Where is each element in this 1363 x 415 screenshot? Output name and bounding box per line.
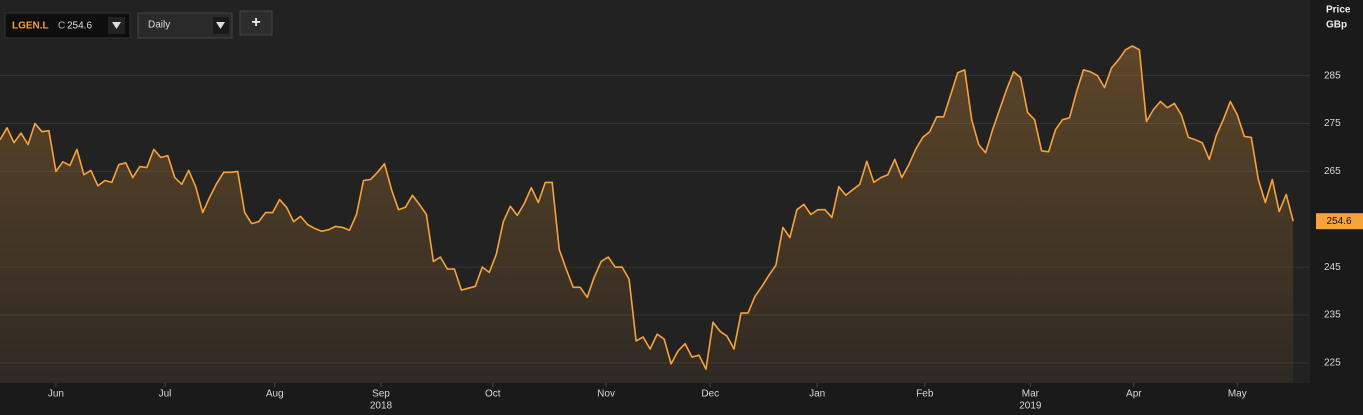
last-value-box [1316, 213, 1363, 230]
close-value: 254.6 [67, 21, 92, 32]
interval: Daily [148, 20, 170, 31]
axes: 225 235 245 265 275 285 Jun Jul Aug Sep Oct Nov Dec J… [48, 70, 1363, 412]
x-tick-label: Oct [485, 389, 501, 400]
y-axis-label: Price [1326, 5, 1351, 16]
y-axis-panel [1310, 0, 1363, 415]
y-tick-label: 245 [1324, 262, 1341, 273]
y-tick-label: 275 [1324, 118, 1341, 129]
y-tick-label: 285 [1324, 70, 1341, 81]
x-tick-label: Aug [266, 389, 284, 400]
area-fill [0, 46, 1294, 383]
y-tick-label: 235 [1324, 310, 1341, 321]
add-button-label: + [251, 14, 260, 31]
price-line [0, 45, 1294, 370]
add-button[interactable] [239, 10, 273, 36]
close-prefix: C [58, 21, 65, 32]
y-tick-label: 265 [1324, 166, 1341, 177]
y-tick-label: 225 [1324, 358, 1341, 369]
year-label: 2019 [1019, 401, 1042, 412]
x-tick-label: Nov [597, 389, 615, 400]
symbol: LGEN.L [12, 21, 49, 32]
year-label: 2018 [370, 401, 393, 412]
last-value-label: 254.6 [1326, 216, 1351, 227]
y-axis-unit: GBp [1326, 20, 1347, 31]
x-axis-panel [0, 383, 1310, 415]
x-tick-label: Jun [48, 389, 64, 400]
x-tick-label: May [1228, 389, 1247, 400]
x-tick-label: Dec [701, 389, 719, 400]
dropdown-arrow [216, 22, 225, 29]
dropdown-arrow [112, 22, 121, 29]
plot [0, 45, 1294, 383]
x-tick-label: Sep [372, 389, 390, 400]
x-tick-label: Jan [809, 389, 825, 400]
x-tick-label: Apr [1126, 389, 1142, 400]
x-tick-label: Mar [1022, 389, 1040, 400]
x-tick-label: Feb [916, 389, 934, 400]
x-tick-label: Jul [159, 389, 172, 400]
